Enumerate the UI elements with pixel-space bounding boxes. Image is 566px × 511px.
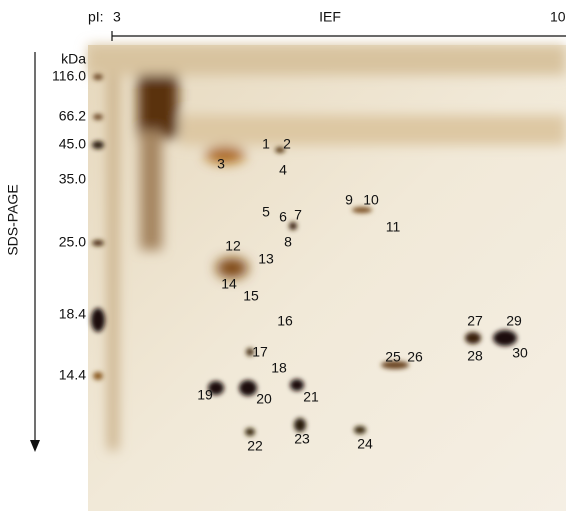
- marker-label: 18.4: [59, 306, 86, 322]
- pi-end: 10: [550, 9, 566, 25]
- ief-title: IEF: [319, 9, 341, 25]
- spot-label: 23: [294, 431, 310, 447]
- spot-label: 28: [467, 348, 483, 364]
- pi-label: pI:: [88, 9, 104, 25]
- spot-label: 16: [277, 313, 293, 329]
- spot-label: 4: [279, 162, 287, 178]
- marker-label: 66.2: [59, 108, 86, 124]
- kda-label: kDa: [61, 51, 86, 67]
- gel-spots: [91, 74, 517, 436]
- sds-axis-arrow: [30, 440, 40, 452]
- spot-label: 18: [271, 360, 287, 376]
- gel-smears: [88, 45, 566, 450]
- marker-label: 116.0: [52, 68, 86, 84]
- marker-label: 45.0: [59, 136, 86, 152]
- spot-label: 25: [385, 349, 401, 365]
- spot-label: 17: [252, 344, 268, 360]
- spot-label: 29: [506, 313, 522, 329]
- spot-label: 8: [284, 234, 292, 250]
- spot-label: 1: [262, 136, 270, 152]
- spot-label: 19: [197, 387, 213, 403]
- spot-label: 10: [363, 192, 379, 208]
- spot-label: 21: [303, 389, 319, 405]
- spot-label: 30: [512, 345, 528, 361]
- spot-label: 2: [283, 136, 291, 152]
- spot-label: 3: [217, 156, 225, 172]
- pi-start: 3: [113, 9, 121, 25]
- sds-title: SDS-PAGE: [5, 184, 21, 255]
- marker-label: 25.0: [59, 234, 86, 250]
- spot-label: 13: [258, 251, 274, 267]
- spot-label: 14: [221, 276, 237, 292]
- spot-label: 12: [225, 238, 241, 254]
- spot-label: 6: [279, 209, 287, 225]
- marker-label: 35.0: [59, 171, 86, 187]
- spot-label: 22: [247, 438, 263, 454]
- spot-label: 27: [467, 313, 483, 329]
- spot-label: 26: [407, 349, 423, 365]
- spot-label: 5: [262, 204, 270, 220]
- spot-label: 15: [243, 288, 259, 304]
- marker-label: 14.4: [59, 367, 86, 383]
- spot-label: 9: [345, 192, 353, 208]
- spot-label: 7: [294, 207, 302, 223]
- spot-label: 11: [386, 219, 401, 235]
- spot-label: 24: [357, 436, 373, 452]
- spot-label: 20: [256, 391, 272, 407]
